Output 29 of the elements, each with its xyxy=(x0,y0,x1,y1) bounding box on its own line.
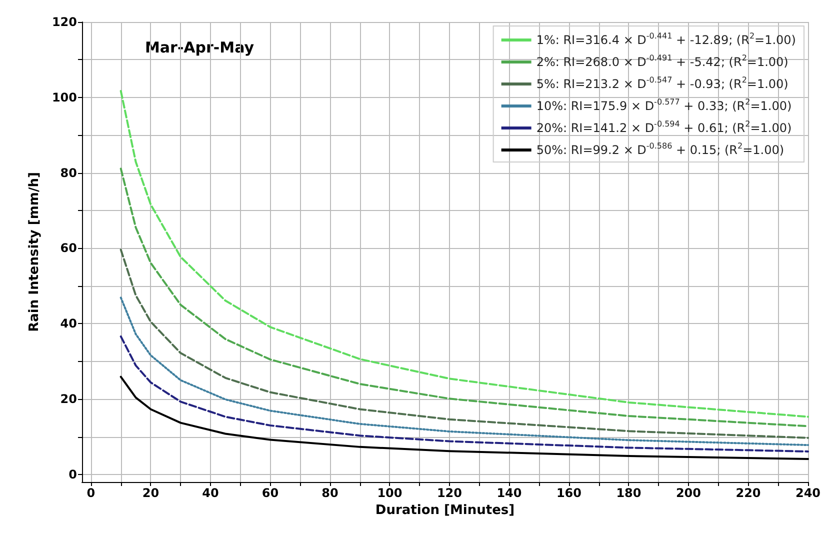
x-tick-label: 100 xyxy=(377,486,402,500)
x-tick-label: 200 xyxy=(676,486,702,500)
x-axis-title: Duration [Minutes] xyxy=(375,503,515,518)
line-series xyxy=(120,296,809,446)
x-tick-label: 180 xyxy=(616,486,642,500)
x-tick-label: 140 xyxy=(496,486,522,500)
y-tick-label: 0 xyxy=(68,467,77,482)
x-tick-label: 220 xyxy=(736,486,761,500)
y-tick-label: 20 xyxy=(60,392,77,406)
x-tick-label: 120 xyxy=(436,486,462,500)
y-tick-label: 100 xyxy=(52,90,77,104)
y-tick-label: 60 xyxy=(60,241,77,256)
x-tick-label: 60 xyxy=(262,486,279,500)
y-tick-label: 40 xyxy=(60,316,77,331)
line-series xyxy=(120,248,809,439)
x-tick-label: 240 xyxy=(795,486,821,500)
x-tick-label: 20 xyxy=(142,486,160,500)
line-series xyxy=(120,335,809,452)
x-tick-label: 40 xyxy=(202,486,219,500)
y-axis-title: Rain Intensity [mm/h] xyxy=(27,172,42,332)
x-tick-label: 80 xyxy=(322,486,338,500)
y-tick-label: 120 xyxy=(52,15,77,29)
line-series xyxy=(120,168,809,428)
line-series xyxy=(120,90,809,418)
line-series xyxy=(120,376,809,460)
annotation: Mar-Apr-May xyxy=(145,38,254,56)
x-tick-label: 160 xyxy=(556,486,582,500)
x-tick-label: 0 xyxy=(86,486,96,500)
y-tick-label: 80 xyxy=(60,166,77,180)
